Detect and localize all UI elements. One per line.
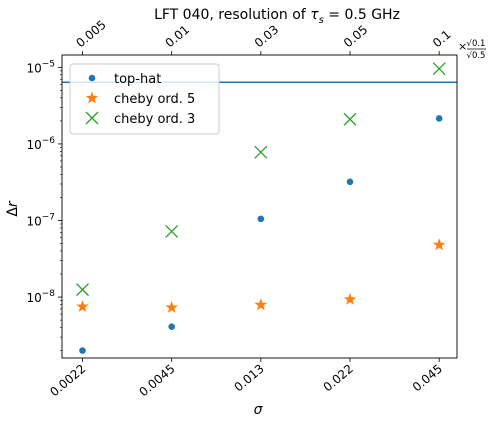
chart-title: LFT 040, resolution of τs = 0.5 GHz xyxy=(154,7,400,26)
data-point xyxy=(343,112,357,126)
x-marker-stroke xyxy=(165,224,179,238)
series-1 xyxy=(76,238,446,313)
data-point xyxy=(168,323,175,331)
data-point xyxy=(254,145,268,159)
y-axis-label: Δr xyxy=(5,200,21,217)
top-x-tick-label: 0.03 xyxy=(252,22,281,50)
legend-label: top-hat xyxy=(114,72,161,87)
series-0 xyxy=(79,115,443,354)
legend-box xyxy=(69,63,220,135)
x-tick-label: 0.0045 xyxy=(136,362,177,400)
top-axis-multiplier-denominator: √0.5 xyxy=(467,51,486,61)
data-point xyxy=(254,298,268,311)
data-point xyxy=(76,300,89,312)
top-x-tick-label: 0.01 xyxy=(163,22,192,50)
plot-frame xyxy=(61,54,458,359)
x-tick-label: 0.013 xyxy=(231,362,266,395)
top-axis-multiplier: × √0.1 √0.5 xyxy=(458,39,486,61)
legend: top-hat cheby ord. 5 cheby ord. 3 xyxy=(69,63,220,135)
plot-area: 0.0022 0.0045 0.013 0.022 0.045 0.005 0.01 0.03… xyxy=(26,17,458,400)
legend-marker xyxy=(85,111,99,125)
data-point xyxy=(165,224,179,238)
y-tick-label: 10−6 xyxy=(26,136,55,152)
x-marker-stroke xyxy=(343,112,357,126)
x-axis-label: σ xyxy=(254,402,264,418)
data-point xyxy=(435,115,443,122)
data-point xyxy=(257,215,265,223)
x-tick-label: 0.0022 xyxy=(47,362,88,400)
x-marker-stroke xyxy=(432,62,446,76)
top-x-tick-label: 0.05 xyxy=(341,22,370,50)
x-tick-label: 0.045 xyxy=(410,362,445,395)
legend-label: cheby ord. 5 xyxy=(114,92,195,107)
data-point xyxy=(432,238,446,251)
data-point xyxy=(343,292,357,305)
x-marker-stroke xyxy=(254,145,268,159)
y-tick-label: 10−5 xyxy=(26,59,55,75)
y-tick-label: 10−7 xyxy=(26,212,55,228)
x-marker-stroke xyxy=(85,111,99,125)
data-point xyxy=(165,300,178,313)
x-tick-label: 0.022 xyxy=(321,362,356,395)
data-point xyxy=(346,178,354,186)
legend-label: cheby ord. 3 xyxy=(114,112,195,127)
legend-marker xyxy=(88,74,96,82)
top-x-tick-label: 0.1 xyxy=(430,27,454,50)
series-2 xyxy=(76,62,446,297)
y-tick-label: 10−8 xyxy=(26,289,55,305)
top-axis-multiplier-numerator: √0.1 xyxy=(467,39,486,49)
top-axis-multiplier-prefix: × xyxy=(458,40,467,53)
data-point xyxy=(79,347,86,354)
data-point xyxy=(432,62,446,76)
legend-marker xyxy=(85,91,99,104)
data-point xyxy=(76,283,89,297)
top-x-tick-label: 0.005 xyxy=(73,17,108,50)
x-marker-stroke xyxy=(76,283,89,297)
